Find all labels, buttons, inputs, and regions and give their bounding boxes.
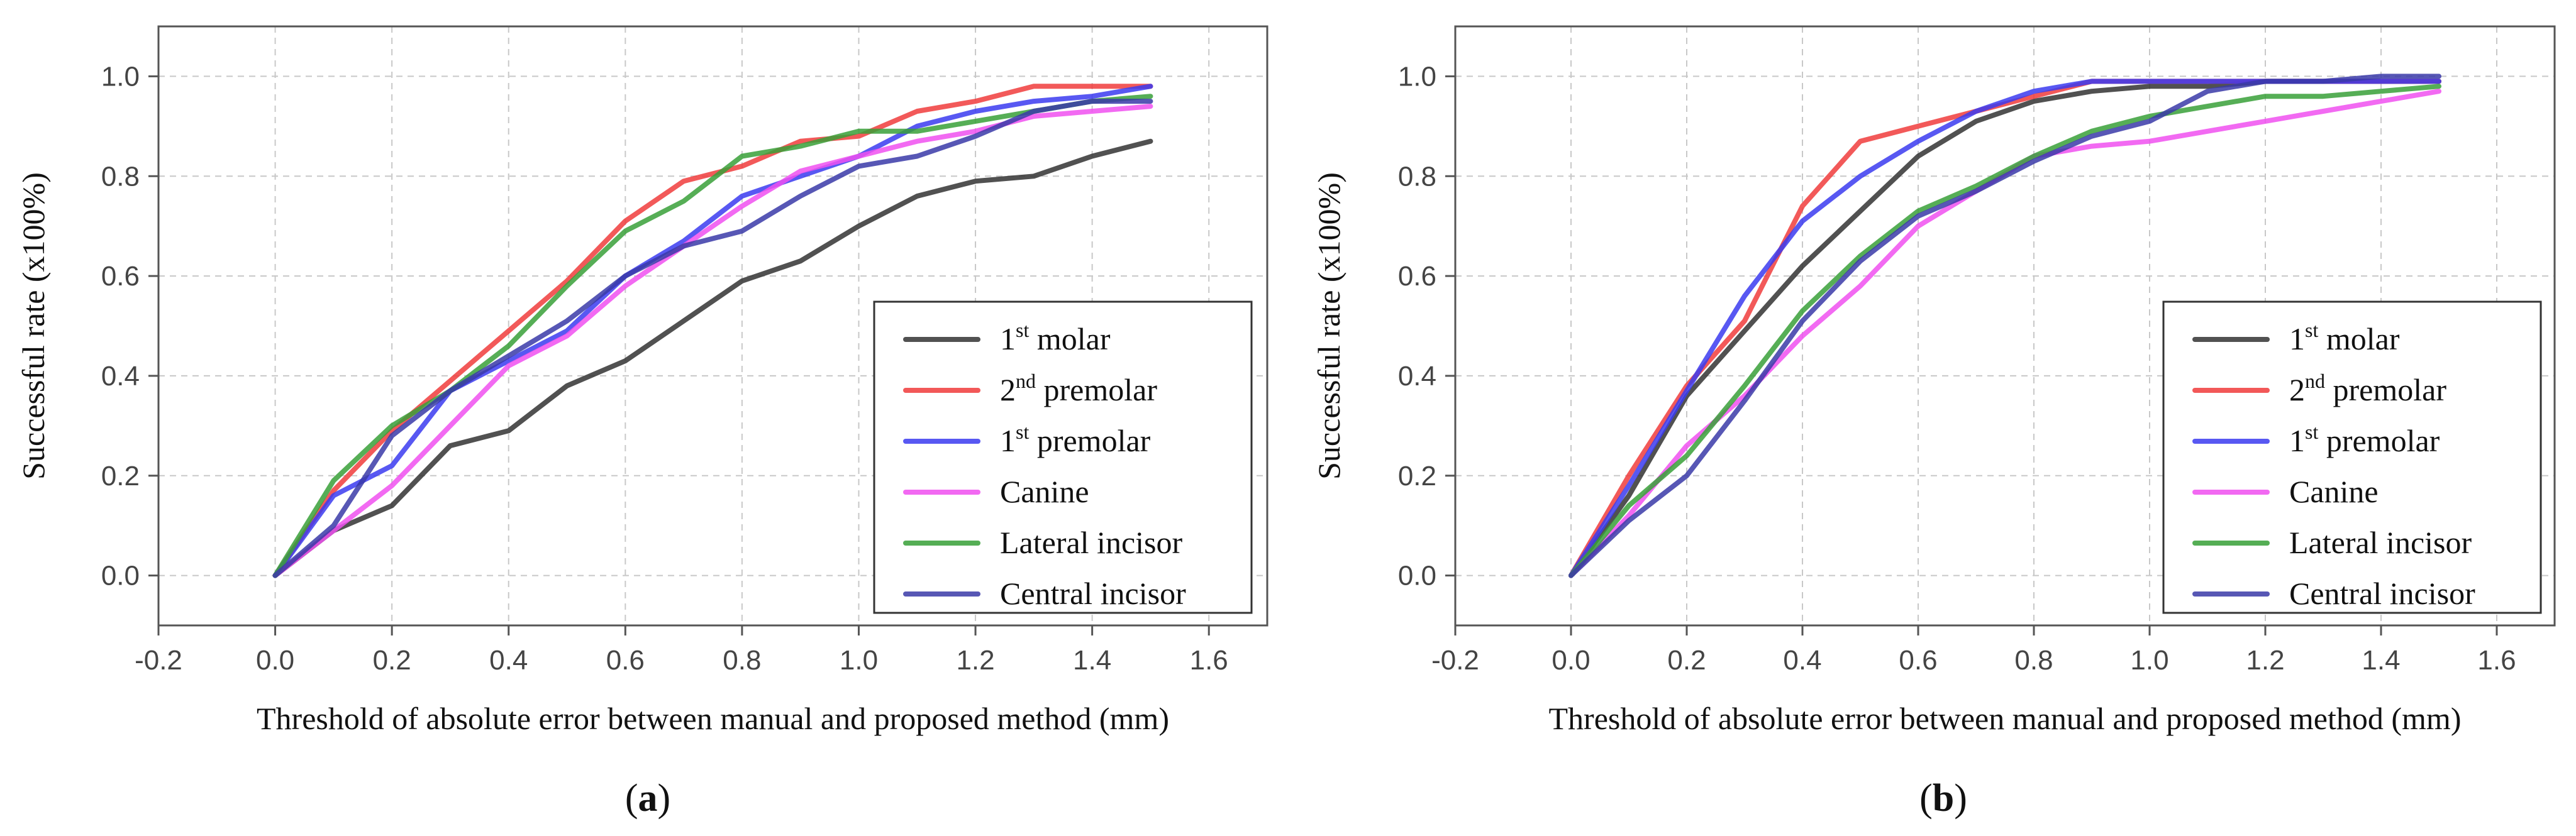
series-line-lateral-incisor xyxy=(272,94,1153,578)
legend-entry: Canine xyxy=(2289,474,2379,509)
y-tick-label: 0.6 xyxy=(101,261,140,292)
x-tick-label: -0.2 xyxy=(135,645,182,676)
legend-entry: Lateral incisor xyxy=(2289,525,2472,560)
y-tick-label: 0.4 xyxy=(1398,361,1436,392)
plot-frame xyxy=(157,25,1269,627)
legend-entry: 1st premolar xyxy=(1000,421,1151,458)
y-axis-label: Successful rate (x100%) xyxy=(16,172,51,480)
y-tick-label: 1.0 xyxy=(101,61,140,92)
plot-frame xyxy=(1454,25,2556,627)
y-tick-label: 0.4 xyxy=(101,361,140,392)
x-axis-label: Threshold of absolute error between manu… xyxy=(1549,701,2462,736)
x-tick-label: 0.8 xyxy=(723,645,761,676)
series-line-central-incisor xyxy=(1568,74,2441,578)
x-tick-label: -0.2 xyxy=(1431,645,1479,676)
x-axis-label: Threshold of absolute error between manu… xyxy=(257,701,1169,736)
series-line-1st-molar xyxy=(272,138,1153,578)
y-tick-label: 0.2 xyxy=(1398,461,1436,492)
legend-entry: Canine xyxy=(1000,474,1089,509)
legend: 1st molar 2nd premolar 1st premolar Canine L… xyxy=(873,300,1253,614)
x-tick-label: 0.4 xyxy=(1783,645,1821,676)
series-line-lateral-incisor xyxy=(1568,84,2441,578)
legend-entry: Central incisor xyxy=(2289,576,2475,611)
y-tick-label: 0.8 xyxy=(1398,161,1436,192)
x-tick-label: 0.8 xyxy=(2014,645,2053,676)
x-tick-label: 1.4 xyxy=(2362,645,2400,676)
x-tick-label: 0.6 xyxy=(606,645,645,676)
legend-entry: 1st molar xyxy=(2289,319,2400,356)
y-tick-label: 0.0 xyxy=(1398,561,1436,591)
chart-panel-a: -0.2 0.0 0.2 0.4 0.6 0.8 1.0 1.2 1.4 1.6 0.0 0.2 0.4… xyxy=(16,25,1269,820)
y-tick-label: 0.6 xyxy=(1398,261,1436,292)
x-tick-label: 1.2 xyxy=(956,645,994,676)
panel-label: (a) xyxy=(625,777,670,820)
x-tick-label: 1.0 xyxy=(2130,645,2168,676)
y-tick-label: 0.0 xyxy=(101,561,140,591)
x-tick-label: 0.4 xyxy=(489,645,528,676)
legend-entry: 2nd premolar xyxy=(1000,370,1157,407)
panel-label: (b) xyxy=(1919,777,1967,820)
legend-entry: 1st premolar xyxy=(2289,421,2440,458)
legend-entry: 2nd premolar xyxy=(2289,370,2446,407)
x-tick-label: 1.2 xyxy=(2246,645,2284,676)
y-tick-label: 1.0 xyxy=(1398,61,1436,92)
x-tick-label: 0.0 xyxy=(1552,645,1590,676)
legend-box xyxy=(873,300,1253,614)
x-tick-label: 1.0 xyxy=(840,645,878,676)
legend-entry: Lateral incisor xyxy=(1000,525,1182,560)
x-tick-label: 0.6 xyxy=(1899,645,1937,676)
x-tick-label: 0.2 xyxy=(373,645,411,676)
series-line-central-incisor xyxy=(272,99,1153,578)
legend-entry: 1st molar xyxy=(1000,319,1111,356)
x-tick-label: 1.6 xyxy=(1190,645,1228,676)
x-tick-label: 1.4 xyxy=(1073,645,1111,676)
x-tick-label: 1.6 xyxy=(2477,645,2516,676)
y-tick-label: 0.8 xyxy=(101,161,140,192)
chart-panel-b: -0.2 0.0 0.2 0.4 0.6 0.8 1.0 1.2 1.4 1.6 0.0 0.2 0.4… xyxy=(1311,25,2556,820)
legend-box xyxy=(2162,300,2542,614)
series-line-1st-premolar xyxy=(272,84,1153,578)
legend-entry: Central incisor xyxy=(1000,576,1186,611)
x-tick-label: 0.2 xyxy=(1667,645,1706,676)
y-tick-label: 0.2 xyxy=(101,461,140,492)
x-tick-label: 0.0 xyxy=(256,645,294,676)
legend: 1st molar 2nd premolar 1st premolar Canine L… xyxy=(2162,300,2542,614)
y-axis-label: Successful rate (x100%) xyxy=(1311,172,1346,480)
